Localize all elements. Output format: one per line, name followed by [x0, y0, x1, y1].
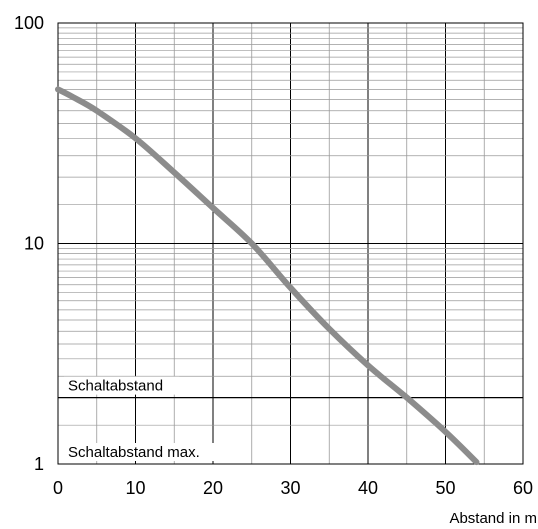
y-tick-labels: 1 10 100	[14, 13, 44, 474]
y-tick-label: 10	[24, 234, 44, 254]
x-tick-label: 60	[513, 478, 533, 498]
annotation-label: Schaltabstand max.	[68, 444, 200, 461]
x-tick-label: 40	[358, 478, 378, 498]
x-tick-label: 50	[435, 478, 455, 498]
x-tick-label: 10	[125, 478, 145, 498]
annotation-label-bg	[64, 443, 222, 461]
x-tick-label: 0	[53, 478, 63, 498]
annotation-label-bg	[64, 376, 180, 395]
annotations: Schaltabstand Schaltabstand max.	[58, 376, 523, 461]
x-tick-label: 30	[280, 478, 300, 498]
y-tick-label: 1	[34, 454, 44, 474]
series-line	[55, 86, 480, 466]
x-axis-label: Abstand in m	[449, 510, 537, 527]
annotation-label: Schaltabstand	[68, 378, 163, 395]
x-tick-label: 20	[203, 478, 223, 498]
x-tick-labels: 0 10 20 30 40 50 60	[53, 478, 533, 498]
y-tick-label: 100	[14, 13, 44, 33]
plot-frame	[57, 22, 524, 465]
series-group	[55, 86, 480, 466]
